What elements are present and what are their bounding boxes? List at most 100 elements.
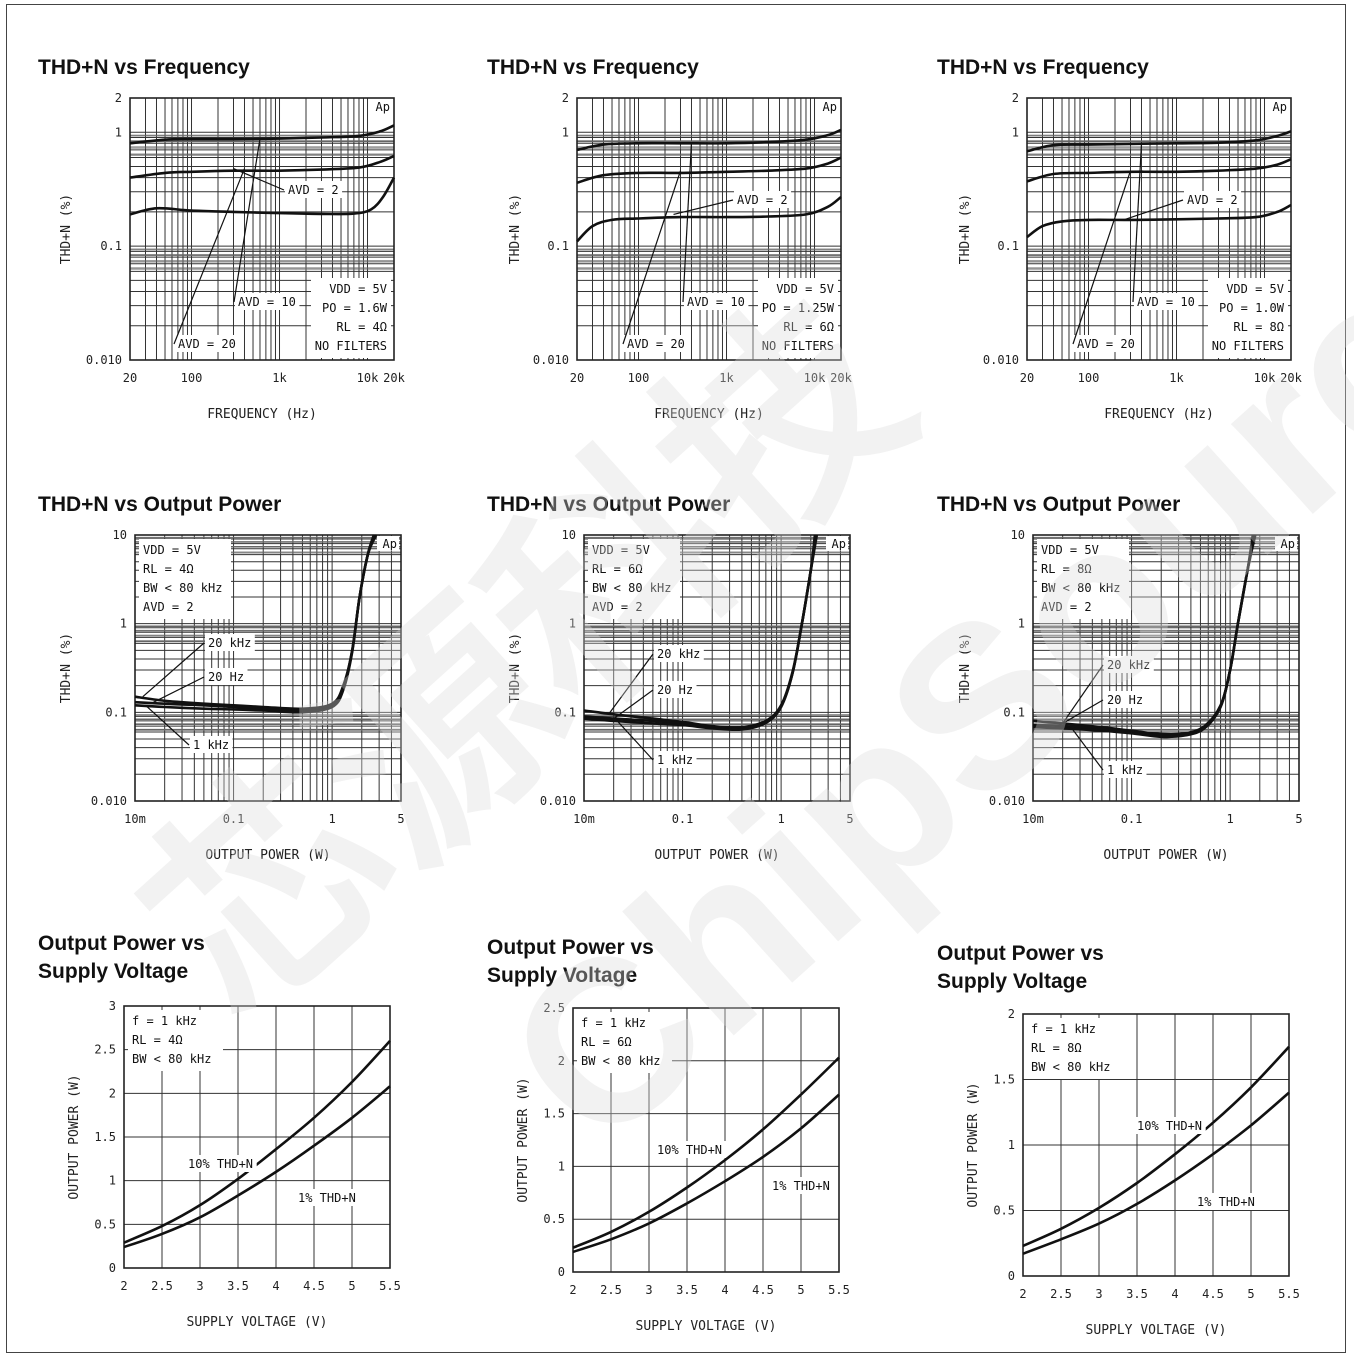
chart-title: Output Power vs Supply Voltage: [487, 936, 654, 987]
annotation-leader: [1132, 143, 1143, 303]
annotation-leader: [233, 138, 261, 303]
condition-label: NO FILTERS: [762, 339, 834, 353]
annotation-bg: [1074, 335, 1139, 352]
x-tick-label: 20k: [383, 371, 405, 385]
condition-label: VDD = 5V: [143, 543, 201, 557]
series-annotation: 10% THD+N: [1137, 1119, 1202, 1133]
annotation-bg: [175, 335, 240, 352]
y-tick-label: 1: [1008, 1138, 1015, 1152]
series-annotation: AVD = 10: [687, 295, 745, 309]
annotation-bg: [1104, 691, 1147, 708]
x-tick-label: 20k: [1280, 371, 1302, 385]
x-tick-label: 5: [1295, 812, 1302, 826]
y-tick-label: 1: [558, 1159, 565, 1173]
conditions-box: [577, 1012, 672, 1073]
y-tick-label: 0.010: [540, 794, 576, 808]
corner-label-bg: [370, 99, 392, 114]
y-tick-label: 1: [109, 1174, 116, 1188]
chart-title: THD+N vs Frequency: [487, 56, 699, 79]
y-tick-label: 0.5: [94, 1217, 116, 1231]
y-tick-label: 0: [1008, 1269, 1015, 1283]
chart-panel-power-voltage-8ohm: Output Power vs Supply Voltage 2 2.5 3 3.5 4…: [937, 940, 1337, 1355]
chart-panel-thdn-freq-8ohm: THD+N vs Frequency 20 100 1k 10k 20k 0.010 0.1…: [937, 54, 1337, 454]
x-tick-label: 10m: [1022, 812, 1044, 826]
y-tick-label: 1: [569, 617, 576, 631]
y-tick-label: 0: [558, 1265, 565, 1279]
series-line-0: [576, 128, 842, 152]
x-tick-label: 2.5: [600, 1283, 622, 1297]
x-tick-label: 3.5: [227, 1279, 249, 1293]
conditions-box: [1027, 1018, 1122, 1079]
annotation-leader: [233, 168, 285, 191]
series-annotation: 1 kHz: [657, 753, 693, 767]
series-line-2: [134, 534, 376, 714]
conditions-box: [758, 278, 838, 358]
annotation-bg: [734, 191, 792, 208]
series-annotation: 20 Hz: [208, 670, 244, 684]
annotation-leader: [682, 142, 693, 303]
condition-label: f = 1 kHz: [1031, 1022, 1096, 1036]
series-line-1: [1026, 157, 1292, 183]
chart-plot: 2 2.5 3 3.5 4 4.5 5 5.5 0 0.5 1 1.5 2 2.5 SUPPLY VOLTA…: [516, 1001, 850, 1334]
condition-label: RL = 6Ω: [592, 562, 643, 576]
condition-label: f = 1 kHz: [581, 1016, 646, 1030]
plot-frame: [1026, 97, 1292, 361]
series-annotation: 10% THD+N: [188, 1157, 253, 1171]
annotation-leader: [1057, 699, 1104, 727]
x-tick-label: 0.1: [1121, 812, 1143, 826]
chart-title: THD+N vs Output Power: [38, 493, 282, 516]
annotation-bg: [654, 1141, 726, 1158]
x-tick-label: 0.1: [223, 812, 245, 826]
corner-label: Ap: [383, 537, 397, 551]
x-tick-label: 1: [328, 812, 335, 826]
x-tick-label: 3.5: [1126, 1287, 1148, 1301]
annotation-bg: [1134, 1117, 1206, 1134]
corner-label: Ap: [1273, 100, 1287, 114]
condition-label: AVD = 2: [143, 600, 194, 614]
x-tick-label: 1k: [719, 371, 734, 385]
annotation-leader: [608, 653, 654, 714]
x-tick-label: 20: [570, 371, 584, 385]
annotation-leader: [173, 168, 246, 345]
annotation-bg: [624, 335, 689, 352]
series-line-0: [1022, 1045, 1290, 1248]
series-annotation: AVD = 2: [288, 183, 339, 197]
condition-label: RL = 4Ω: [132, 1033, 183, 1047]
annotation-bg: [769, 1177, 834, 1194]
x-axis-label: FREQUENCY (Hz): [207, 407, 317, 422]
condition-label: RL = 4Ω: [143, 562, 194, 576]
y-axis-label: THD+N (%): [508, 633, 523, 703]
x-tick-label: 3: [1095, 1287, 1102, 1301]
condition-label: RL = 4Ω: [336, 320, 387, 334]
y-axis-label: OUTPUT POWER (W): [966, 1082, 981, 1207]
annotation-bg: [1104, 656, 1154, 673]
series-line-2: [583, 534, 817, 732]
series-annotation: 20 kHz: [657, 647, 700, 661]
plot-frame: [1022, 1013, 1290, 1277]
x-tick-label: 4.5: [303, 1279, 325, 1293]
y-axis-label: THD+N (%): [958, 194, 973, 264]
y-tick-label: 0.010: [533, 353, 569, 367]
x-tick-label: 2: [1019, 1287, 1026, 1301]
y-tick-label: 0: [109, 1261, 116, 1275]
corner-label: Ap: [1281, 537, 1295, 551]
y-axis-label: THD+N (%): [508, 194, 523, 264]
x-axis-label: OUTPUT POWER (W): [1103, 848, 1228, 863]
corner-label-bg: [826, 536, 848, 551]
annotation-bg: [190, 736, 233, 753]
x-tick-label: 0.1: [672, 812, 694, 826]
chart-plot: 10m 0.1 1 5 0.010 0.1 1 10 OUTPUT POWER (W) THD+N…: [958, 528, 1303, 863]
y-axis-label: OUTPUT POWER (W): [67, 1074, 82, 1199]
x-tick-label: 5: [348, 1279, 355, 1293]
annotation-bg: [654, 681, 697, 698]
condition-label: NO FILTERS: [1212, 339, 1284, 353]
plot-frame: [134, 534, 402, 802]
x-tick-label: 5: [797, 1283, 804, 1297]
plot-frame: [129, 97, 395, 361]
series-line-1: [576, 156, 842, 185]
plot-frame: [1032, 534, 1300, 802]
y-tick-label: 0.010: [86, 353, 122, 367]
condition-label: RL = 6Ω: [783, 320, 834, 334]
plot-frame: [123, 1005, 391, 1269]
chart-panel-thdn-freq-4ohm: THD+N vs Frequency 20 100 1k 10k 20k 0.010 0.1…: [38, 54, 438, 454]
